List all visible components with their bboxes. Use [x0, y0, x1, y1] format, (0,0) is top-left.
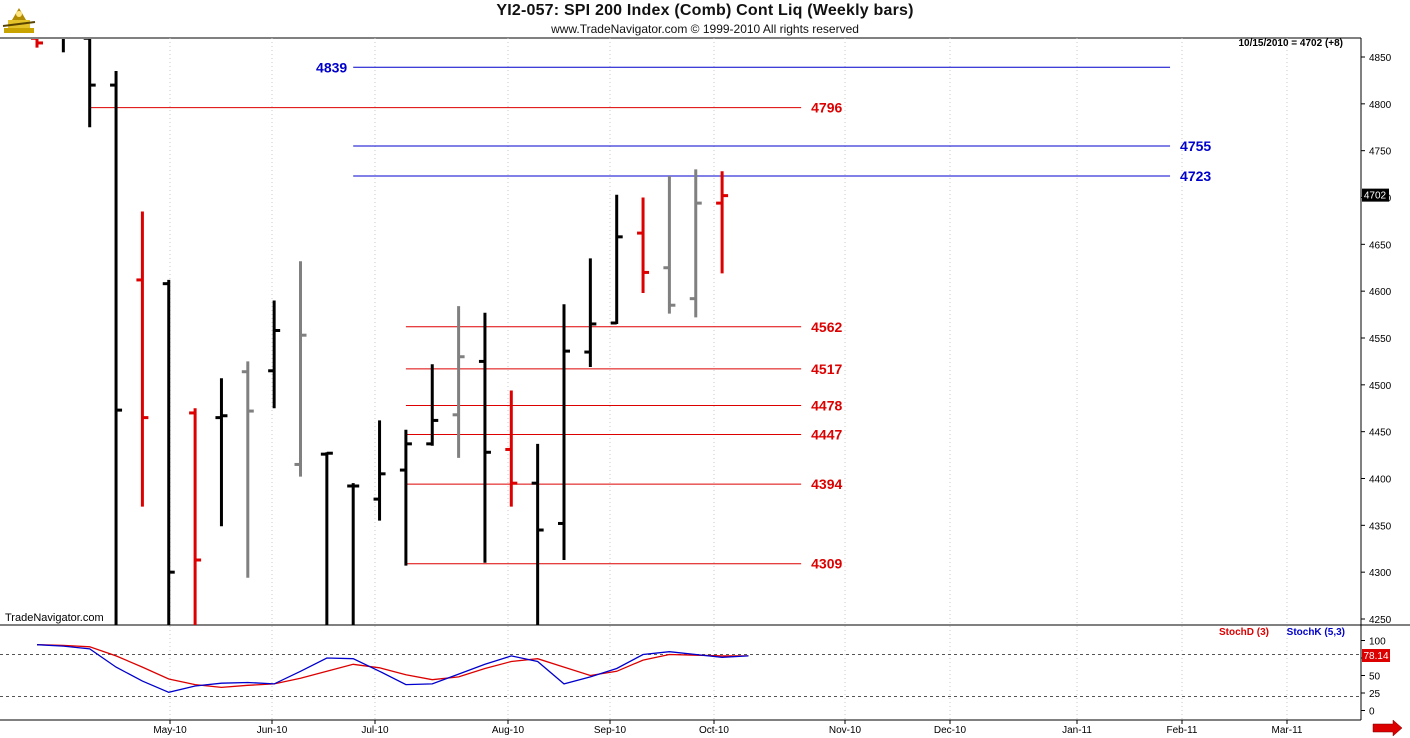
stoch-last-value-text: 78.14	[1363, 651, 1388, 662]
time-tick-label: Mar-11	[1272, 725, 1303, 736]
price-tick-label: 4650	[1369, 240, 1392, 251]
ohlc-bar	[189, 408, 202, 625]
price-tick-label: 4550	[1369, 334, 1392, 345]
ohlc-bar	[716, 171, 729, 274]
level-label-4478: 4478	[811, 397, 842, 413]
ohlc-bar	[452, 306, 465, 458]
time-tick-label: Dec-10	[934, 725, 967, 736]
price-tick-label: 4400	[1369, 475, 1392, 486]
ohlc-bar	[584, 258, 597, 368]
price-tick-label: 4450	[1369, 428, 1392, 439]
level-label-4723: 4723	[1180, 168, 1211, 184]
ohlc-bar	[478, 312, 491, 563]
level-label-4309: 4309	[811, 556, 842, 572]
ohlc-bar	[610, 194, 623, 325]
ohlc-bar	[505, 390, 518, 507]
ohlc-bar	[61, 39, 65, 53]
ohlc-bar	[531, 443, 544, 625]
level-label-4562: 4562	[811, 319, 842, 335]
ohlc-bar	[215, 378, 228, 527]
time-tick-label: Jul-10	[361, 725, 389, 736]
stoch-tick-label: 25	[1369, 689, 1381, 700]
price-tick-label: 4800	[1369, 100, 1392, 111]
ohlc-bar	[294, 261, 307, 477]
level-label-4755: 4755	[1180, 138, 1211, 154]
ohlc-bar	[663, 175, 676, 314]
level-label-4839: 4839	[316, 59, 347, 75]
ohlc-bar	[162, 279, 175, 625]
level-label-4796: 4796	[811, 100, 842, 116]
ohlc-bar	[399, 429, 412, 566]
time-tick-label: Feb-11	[1167, 725, 1198, 736]
ohlc-bars	[31, 39, 729, 625]
ohlc-bar	[31, 39, 43, 48]
time-axis: May-10 Jun-10 Jul-10 Aug-10 Sep-10 Oct-10 Nov-…	[153, 720, 1303, 736]
time-tick-label: Nov-10	[829, 725, 862, 736]
stoch-series-line	[36, 644, 749, 689]
stochastic-panel: 0255075100	[0, 637, 1386, 718]
stoch-legend-d: StochD (3)	[1219, 627, 1269, 638]
price-tick-label: 4750	[1369, 147, 1392, 158]
ohlc-bar	[268, 300, 281, 409]
price-tick-label: 4350	[1369, 521, 1392, 532]
scroll-right-arrow-icon[interactable]	[1372, 719, 1403, 737]
month-grid	[169, 38, 1288, 720]
price-tick-label: 4600	[1369, 287, 1392, 298]
time-tick-label: Sep-10	[594, 725, 627, 736]
ohlc-bar	[83, 39, 96, 128]
ohlc-bar	[558, 304, 570, 560]
price-axis: 4250430043504400445045004550460046504700…	[1361, 53, 1392, 626]
stoch-last-value-tag: 78.14	[1362, 649, 1390, 662]
stoch-legend-k: StochK (5,3)	[1287, 627, 1345, 638]
price-tick-label: 4500	[1369, 381, 1392, 392]
last-price-tag: 4702	[1362, 188, 1389, 202]
time-tick-label: Aug-10	[492, 725, 525, 736]
stoch-series-line	[36, 644, 749, 693]
time-tick-label: Oct-10	[699, 725, 729, 736]
chart-header: YI2-057: SPI 200 Index (Comb) Cont Liq (…	[0, 0, 1410, 38]
chart-subtitle: www.TradeNavigator.com © 1999-2010 All r…	[551, 22, 859, 36]
stoch-tick-label: 50	[1369, 672, 1381, 683]
support-resistance-levels: 4839 4796 4755 4723 4562 4517 4478 4447 4394 4309	[89, 59, 1211, 572]
price-tick-label: 4250	[1369, 615, 1392, 626]
level-label-4394: 4394	[811, 476, 842, 492]
last-price-tag-text: 4702	[1364, 191, 1387, 202]
ohlc-bar	[637, 197, 650, 294]
trade-navigator-logo-icon	[2, 8, 36, 33]
ohlc-bar	[426, 364, 439, 446]
stoch-tick-label: 0	[1369, 707, 1375, 718]
chart-title: YI2-057: SPI 200 Index (Comb) Cont Liq (…	[496, 2, 914, 19]
price-tick-label: 4300	[1369, 568, 1392, 579]
time-tick-label: Jan-11	[1062, 725, 1092, 736]
last-value-note: 10/15/2010 = 4702 (+8)	[1238, 38, 1343, 49]
time-tick-label: Jun-10	[257, 725, 288, 736]
time-tick-label: May-10	[153, 725, 187, 736]
ohlc-bar	[347, 483, 360, 625]
ohlc-bar	[320, 451, 333, 625]
watermark: TradeNavigator.com	[5, 612, 104, 624]
ohlc-bar	[110, 71, 123, 625]
ohlc-bar	[689, 169, 702, 318]
price-tick-label: 4850	[1369, 53, 1392, 64]
stoch-tick-label: 100	[1369, 637, 1386, 648]
ohlc-bar	[136, 211, 149, 507]
level-label-4447: 4447	[811, 426, 842, 442]
ohlc-bar	[241, 361, 254, 578]
level-label-4517: 4517	[811, 361, 842, 377]
ohlc-bar	[373, 420, 386, 521]
